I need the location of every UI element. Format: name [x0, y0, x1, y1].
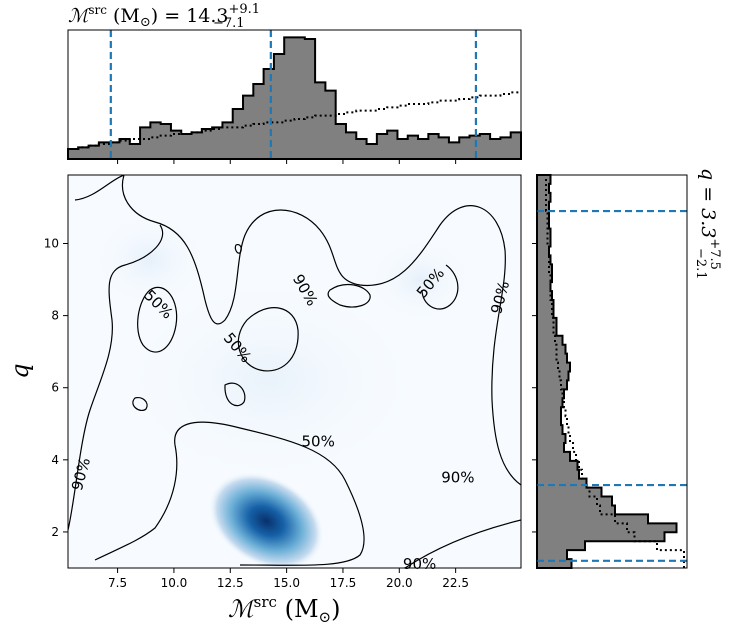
contour-50-center-island [237, 307, 299, 372]
contour-90-segment [74, 175, 125, 201]
mass-ratio-title: q = 3.3+7.5−2.1 [693, 168, 722, 280]
contour-50-peak [94, 421, 365, 566]
x-tick-label: 12.5 [217, 576, 244, 590]
contour-50-right-island [421, 264, 459, 310]
density-frame [67, 174, 522, 569]
density-peak [208, 472, 325, 568]
contour-50-left-island [137, 286, 178, 353]
prior-histogram [545, 175, 685, 568]
x-axis-label: ℳsrc (M⊙) [228, 593, 340, 626]
contours [68, 175, 521, 568]
joint-posterior-panel: 50%50%50%50%90% 90%90% 90%90% 7.5 10.0 12.5 1… [44, 174, 522, 590]
x-axis-ticks: 7.5 10.0 12.5 15.0 17.5 20.0 22.5 [108, 568, 469, 590]
x-tick-label: 17.5 [330, 576, 357, 590]
chirp-mass-histogram [67, 36, 522, 160]
posterior-histogram [67, 36, 522, 160]
y-tick-label: 8 [51, 309, 59, 323]
contour-small-island [224, 382, 246, 407]
y-tick-label: 4 [51, 453, 59, 467]
y-tick-label: 10 [44, 237, 59, 251]
density-faint-region [110, 270, 430, 490]
right-marginal-ticks [532, 243, 537, 533]
chirp-mass-title: ℳsrc (M⊙) = 14.3+9.1 −7.1 [68, 2, 260, 31]
contour-label: 90% [403, 555, 436, 573]
posterior-histogram [536, 174, 678, 569]
top-marginal-ticks [117, 159, 457, 164]
svg-text:q = 3.3+7.5−2.1: q = 3.3+7.5−2.1 [693, 168, 722, 280]
mass-ratio-quantile-lines [537, 209, 687, 562]
right-marginal-frame [536, 174, 688, 569]
density-faint-region [365, 235, 475, 325]
y-tick-label: 2 [51, 525, 59, 539]
contour-small-island [234, 243, 242, 254]
density-faint-region [90, 210, 210, 310]
contour-90-left [68, 224, 164, 531]
x-tick-label: 20.0 [386, 576, 413, 590]
y-axis-ticks: 2 4 6 8 10 [44, 237, 68, 539]
mass-ratio-histogram [536, 174, 685, 569]
x-tick-label: 22.5 [442, 576, 469, 590]
y-axis-label: q [6, 363, 34, 378]
right-marginal-panel [532, 174, 688, 569]
contour-90-small-island [327, 283, 371, 308]
top-marginal-frame [67, 29, 522, 160]
contour-label: 90% [441, 468, 474, 486]
x-tick-label: 10.0 [161, 576, 188, 590]
contour-label: 50% [301, 432, 334, 450]
contour-90-outer [122, 175, 521, 486]
x-tick-label: 7.5 [108, 576, 127, 590]
y-tick-label: 6 [51, 381, 59, 395]
top-marginal-panel [67, 29, 522, 164]
x-tick-label: 15.0 [273, 576, 300, 590]
contour-small-island [132, 397, 148, 411]
contour-90-bottom-right [404, 519, 521, 568]
